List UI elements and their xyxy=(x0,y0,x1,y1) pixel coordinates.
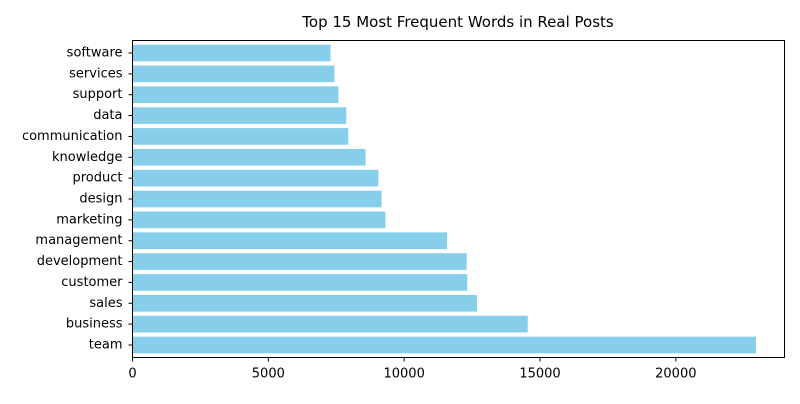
bar-business xyxy=(132,315,528,333)
bar-development xyxy=(132,253,467,270)
y-tick-label: data xyxy=(93,108,122,123)
y-tick-label: design xyxy=(79,192,122,207)
y-tick-label: customer xyxy=(61,275,123,290)
x-tick-label: 5000 xyxy=(252,367,285,382)
x-axis-ticks: 0 5000 10000 15000 20000 xyxy=(128,357,697,382)
y-tick-label: services xyxy=(69,66,123,81)
bar-software xyxy=(132,44,331,62)
bar-team xyxy=(132,336,756,354)
y-tick-label: sales xyxy=(89,296,122,311)
bar-sales xyxy=(132,294,477,312)
y-tick-label: management xyxy=(35,233,122,248)
y-tick-label: communication xyxy=(22,129,123,144)
y-tick-label: business xyxy=(66,317,123,332)
x-tick-label: 15000 xyxy=(519,367,560,382)
y-tick-label: development xyxy=(37,254,123,269)
y-tick-label: knowledge xyxy=(52,150,122,165)
chart-title: Top 15 Most Frequent Words in Real Posts xyxy=(301,13,614,31)
bars-layer xyxy=(132,44,756,354)
bar-management xyxy=(132,232,448,250)
bar-communication xyxy=(132,128,349,145)
bar-support xyxy=(132,86,339,104)
x-tick-label: 20000 xyxy=(655,367,696,382)
y-axis-ticks: team business sales customer development mana… xyxy=(22,46,133,352)
bar-services xyxy=(132,65,335,83)
y-tick-label: marketing xyxy=(56,212,122,227)
plot-frame xyxy=(132,40,785,358)
y-tick-label: team xyxy=(89,337,123,352)
bar-data xyxy=(132,107,347,124)
bar-design xyxy=(132,190,382,208)
y-tick-label: product xyxy=(72,171,122,186)
bar-knowledge xyxy=(132,148,366,166)
y-tick-label: software xyxy=(67,46,123,61)
y-tick-label: support xyxy=(73,87,123,102)
x-tick-label: 0 xyxy=(128,367,136,382)
bar-marketing xyxy=(132,211,386,229)
bar-product xyxy=(132,169,379,187)
x-tick-label: 10000 xyxy=(383,367,424,382)
bar-customer xyxy=(132,274,468,291)
